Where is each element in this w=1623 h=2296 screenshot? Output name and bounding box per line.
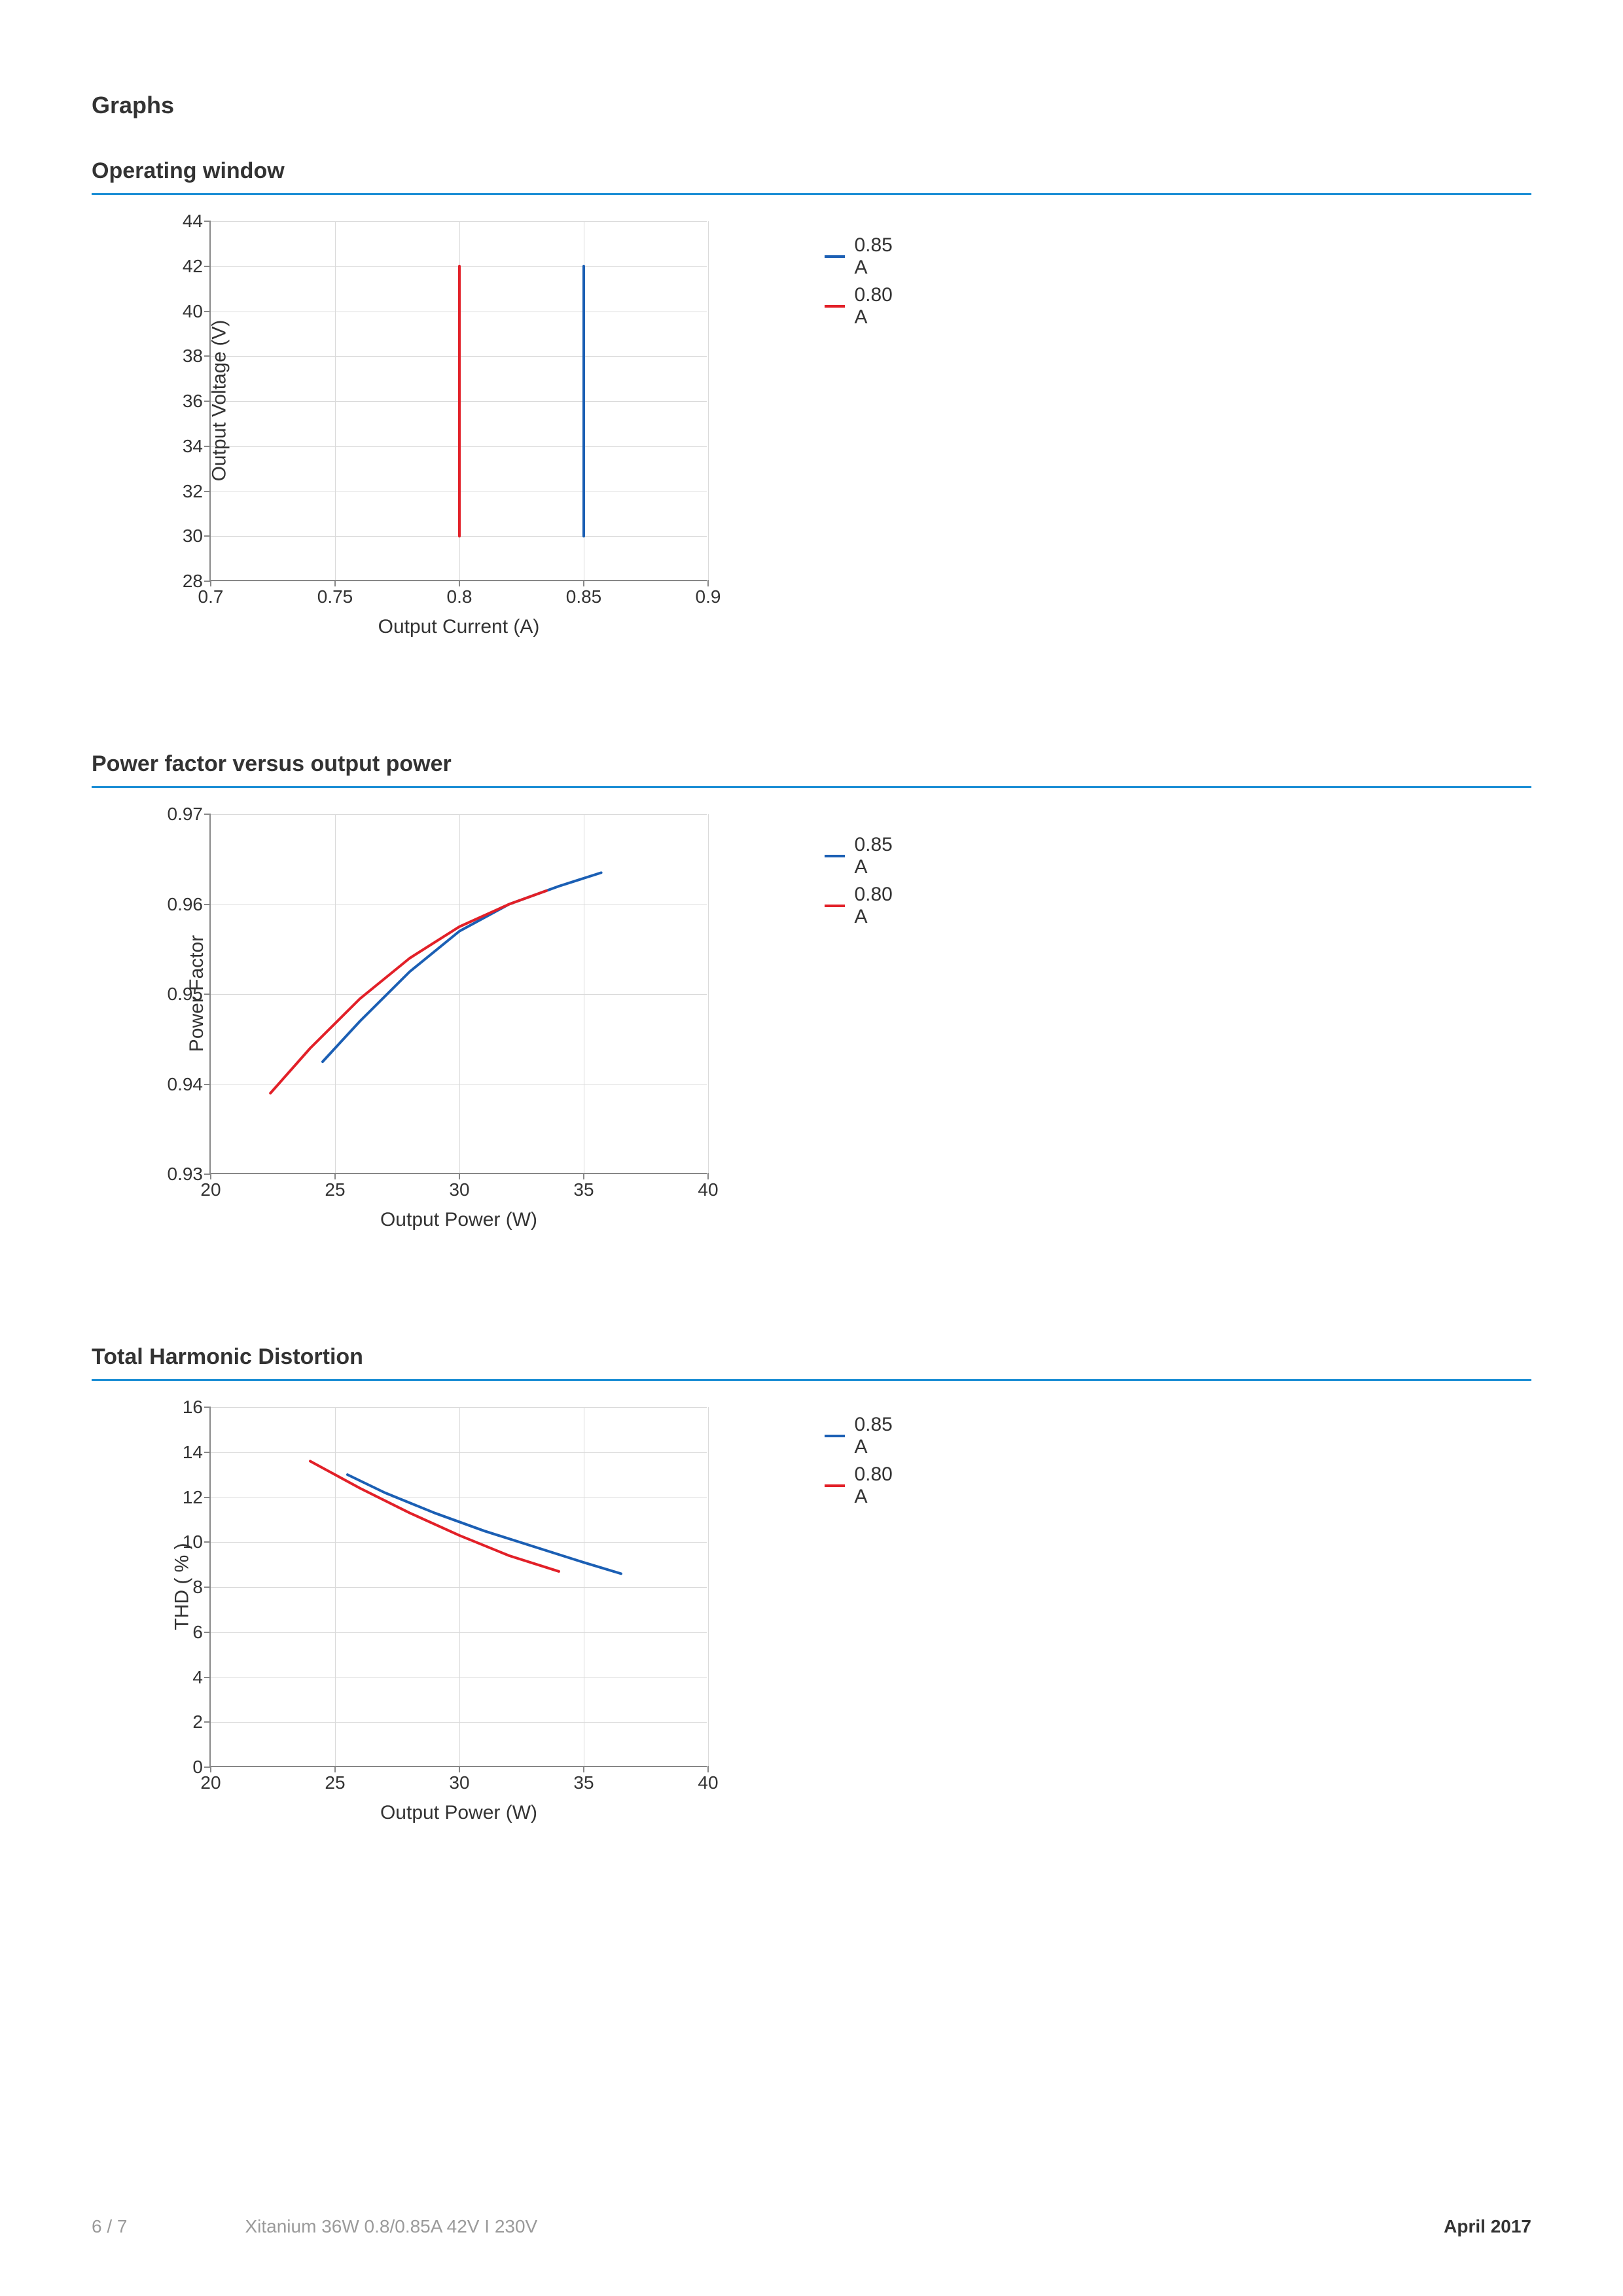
divider xyxy=(92,786,1531,788)
chart1-container: 2830323436384042440.70.750.80.850.9Outpu… xyxy=(170,221,1531,660)
legend-label: 0.80 A xyxy=(854,1463,898,1508)
gridline xyxy=(708,1407,709,1766)
legend-item: 0.85 A xyxy=(825,234,898,279)
legend-item: 0.80 A xyxy=(825,884,898,928)
divider xyxy=(92,193,1531,195)
legend-item: 0.85 A xyxy=(825,834,898,878)
ytick-label: 0.97 xyxy=(168,804,211,825)
ytick-label: 6 xyxy=(192,1622,211,1643)
page-footer: 6 / 7 Xitanium 36W 0.8/0.85A 42V I 230V … xyxy=(92,2216,1531,2237)
xtick-label: 0.7 xyxy=(198,580,224,607)
legend: 0.85 A 0.80 A xyxy=(825,1414,898,1513)
xtick-label: 0.75 xyxy=(317,580,353,607)
xtick-label: 40 xyxy=(698,1173,718,1200)
main-heading: Graphs xyxy=(92,92,1531,119)
series-line xyxy=(348,1475,621,1573)
ytick-label: 14 xyxy=(183,1442,211,1463)
xtick-label: 20 xyxy=(200,1173,221,1200)
footer-page-number: 6 / 7 xyxy=(92,2216,127,2237)
ytick-label: 42 xyxy=(183,256,211,277)
chart1: 2830323436384042440.70.750.80.850.9Outpu… xyxy=(170,221,877,660)
legend-label: 0.85 A xyxy=(854,1414,898,1458)
x-axis-label: Output Power (W) xyxy=(380,1802,537,1824)
legend-label: 0.85 A xyxy=(854,834,898,878)
series-layer xyxy=(211,814,707,1173)
gridline xyxy=(708,814,709,1173)
chart3-container: 02468101214162025303540THD ( % )Output P… xyxy=(170,1407,1531,1846)
series-layer xyxy=(211,1407,707,1766)
series-line xyxy=(270,891,546,1093)
legend: 0.85 A 0.80 A xyxy=(825,234,898,334)
plot-area: 02468101214162025303540THD ( % )Output P… xyxy=(209,1407,707,1767)
xtick-label: 40 xyxy=(698,1766,718,1793)
ytick-label: 16 xyxy=(183,1397,211,1418)
xtick-label: 35 xyxy=(573,1173,594,1200)
legend-label: 0.85 A xyxy=(854,234,898,279)
ytick-label: 8 xyxy=(192,1577,211,1598)
legend-swatch xyxy=(825,1484,845,1487)
ytick-label: 12 xyxy=(183,1487,211,1508)
ytick-label: 38 xyxy=(183,346,211,367)
legend: 0.85 A 0.80 A xyxy=(825,834,898,933)
ytick-label: 40 xyxy=(183,301,211,322)
footer-product: Xitanium 36W 0.8/0.85A 42V I 230V xyxy=(245,2216,1444,2237)
ytick-label: 4 xyxy=(192,1667,211,1688)
gridline xyxy=(708,221,709,580)
chart2-container: 0.930.940.950.960.972025303540Power Fact… xyxy=(170,814,1531,1253)
xtick-label: 35 xyxy=(573,1766,594,1793)
xtick-label: 0.9 xyxy=(696,580,721,607)
x-axis-label: Output Power (W) xyxy=(380,1209,537,1231)
chart1-heading: Operating window xyxy=(92,158,1531,184)
xtick-label: 20 xyxy=(200,1766,221,1793)
x-axis-label: Output Current (A) xyxy=(378,616,540,638)
ytick-label: 0.96 xyxy=(168,894,211,915)
ytick-label: 32 xyxy=(183,481,211,502)
chart2: 0.930.940.950.960.972025303540Power Fact… xyxy=(170,814,877,1253)
legend-swatch xyxy=(825,305,845,308)
legend-swatch xyxy=(825,1435,845,1437)
ytick-label: 0.94 xyxy=(168,1074,211,1095)
xtick-label: 0.8 xyxy=(447,580,473,607)
legend-label: 0.80 A xyxy=(854,284,898,329)
xtick-label: 25 xyxy=(325,1173,345,1200)
xtick-label: 30 xyxy=(449,1766,469,1793)
ytick-label: 34 xyxy=(183,436,211,457)
chart3-heading: Total Harmonic Distortion xyxy=(92,1344,1531,1370)
ytick-label: 30 xyxy=(183,526,211,547)
series-line xyxy=(323,872,601,1062)
legend-item: 0.80 A xyxy=(825,284,898,329)
legend-item: 0.80 A xyxy=(825,1463,898,1508)
series-layer xyxy=(211,221,707,580)
ytick-label: 36 xyxy=(183,391,211,412)
legend-swatch xyxy=(825,855,845,857)
plot-area: 0.930.940.950.960.972025303540Power Fact… xyxy=(209,814,707,1174)
chart3: 02468101214162025303540THD ( % )Output P… xyxy=(170,1407,877,1846)
legend-item: 0.85 A xyxy=(825,1414,898,1458)
divider xyxy=(92,1379,1531,1381)
xtick-label: 0.85 xyxy=(566,580,602,607)
legend-label: 0.80 A xyxy=(854,884,898,928)
legend-swatch xyxy=(825,905,845,907)
plot-area: 2830323436384042440.70.750.80.850.9Outpu… xyxy=(209,221,707,581)
xtick-label: 30 xyxy=(449,1173,469,1200)
xtick-label: 25 xyxy=(325,1766,345,1793)
y-axis-label: Power Factor xyxy=(186,935,208,1052)
y-axis-label: THD ( % ) xyxy=(171,1543,194,1630)
legend-swatch xyxy=(825,255,845,258)
ytick-label: 44 xyxy=(183,211,211,232)
page: Graphs Operating window 2830323436384042… xyxy=(0,0,1623,2296)
ytick-label: 2 xyxy=(192,1712,211,1732)
series-line xyxy=(310,1462,559,1571)
footer-date: April 2017 xyxy=(1444,2216,1531,2237)
chart2-heading: Power factor versus output power xyxy=(92,751,1531,777)
